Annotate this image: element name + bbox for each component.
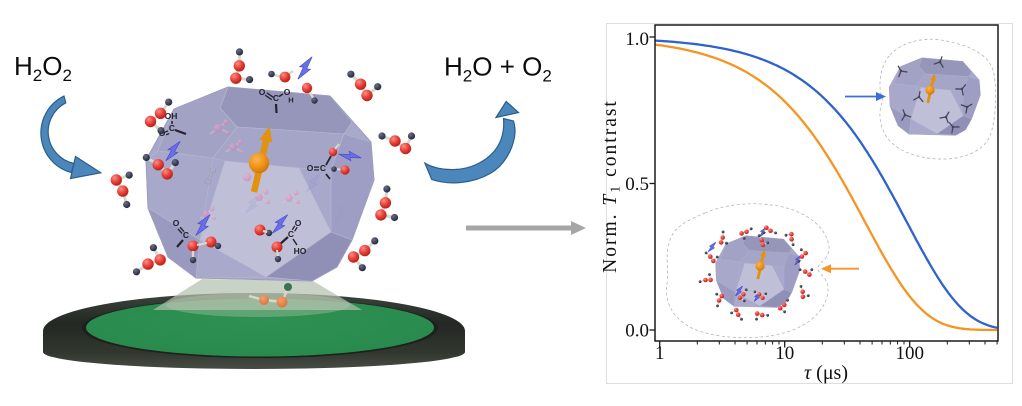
svg-text:H2O + O2: H2O + O2 bbox=[444, 52, 552, 86]
svg-text:C: C bbox=[183, 230, 189, 240]
svg-text:OH: OH bbox=[165, 111, 178, 121]
svg-text:1.0: 1.0 bbox=[625, 29, 649, 50]
svg-text:100: 100 bbox=[895, 343, 924, 364]
svg-text:1: 1 bbox=[655, 343, 665, 364]
svg-text:C: C bbox=[288, 229, 294, 239]
svg-text:H: H bbox=[288, 96, 293, 105]
svg-text:O: O bbox=[284, 87, 291, 97]
svg-text:O: O bbox=[173, 218, 180, 228]
svg-text:0.5: 0.5 bbox=[625, 174, 649, 195]
svg-text:τ (μs): τ (μs) bbox=[804, 362, 848, 384]
svg-text:C: C bbox=[320, 163, 326, 173]
svg-text:H2O2: H2O2 bbox=[14, 51, 72, 85]
svg-text:10: 10 bbox=[775, 343, 794, 364]
svg-text:C: C bbox=[169, 123, 175, 133]
svg-text:0.0: 0.0 bbox=[625, 321, 649, 342]
svg-text:Norm. T1 contrast: Norm. T1 contrast bbox=[600, 99, 624, 273]
svg-text:O: O bbox=[295, 218, 302, 228]
svg-text:O: O bbox=[259, 87, 266, 97]
svg-text:O: O bbox=[307, 163, 314, 173]
svg-text:C: C bbox=[273, 93, 279, 103]
svg-text:HO: HO bbox=[294, 246, 307, 256]
